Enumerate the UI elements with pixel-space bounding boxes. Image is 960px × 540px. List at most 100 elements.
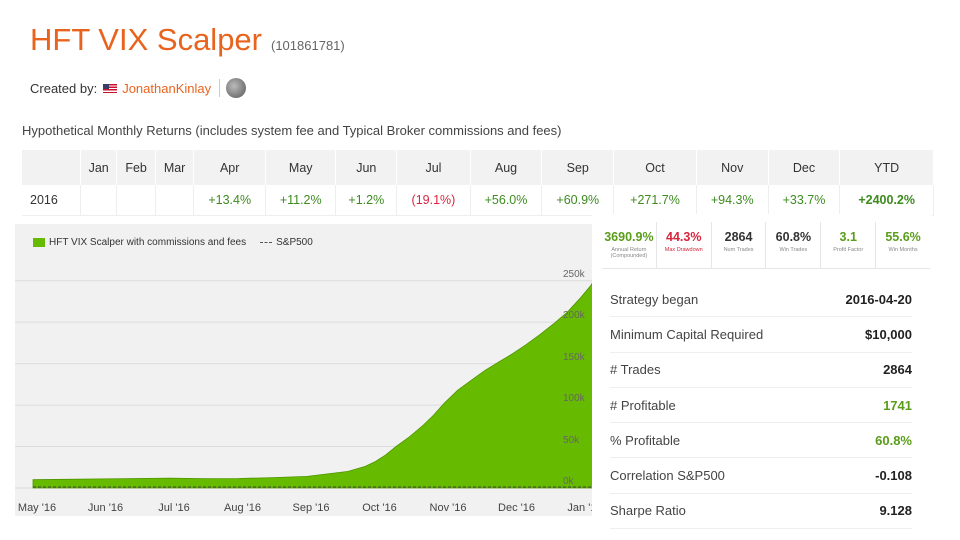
kpi-value: 2864 <box>724 230 753 244</box>
col-header-dec: Dec <box>768 150 841 185</box>
equity-area <box>32 282 592 489</box>
kpi-item: 3690.9% Annual Return (Compounded) <box>602 222 657 268</box>
list-item: % Profitable 60.8% <box>610 423 912 459</box>
stat-value: 1741 <box>883 397 912 413</box>
stat-value: 60.8% <box>875 432 912 448</box>
kpi-row: 3690.9% Annual Return (Compounded) 44.3% Ma… <box>602 222 930 269</box>
y-tick-label: 150k <box>563 351 585 363</box>
return-cell: +11.2% <box>265 185 337 216</box>
col-header-nov: Nov <box>696 150 769 185</box>
stat-key: Minimum Capital Required <box>610 326 764 342</box>
list-item: Strategy began 2016-04-20 <box>610 282 913 318</box>
return-cell <box>116 185 156 216</box>
y-tick-label: 250k <box>563 268 585 280</box>
creator-username-link[interactable]: JonathanKinlay <box>122 80 212 96</box>
kpi-item: 3.1 Profit Factor <box>821 222 877 268</box>
kpi-item: 60.8% Win Trades <box>766 222 822 268</box>
stat-key: # Trades <box>610 362 661 378</box>
return-cell: +33.7% <box>768 185 841 216</box>
col-header-sep: Sep <box>541 150 615 185</box>
stat-value: -0.108 <box>875 468 912 484</box>
stat-value: 9.128 <box>879 503 912 519</box>
kpi-label: Num Trades <box>723 247 754 253</box>
return-cell: +2400.2% <box>839 185 934 216</box>
col-header-may: May <box>265 150 337 185</box>
kpi-value: 3.1 <box>839 230 857 244</box>
equity-chart[interactable]: HFT VIX Scalper with commissions and fee… <box>15 224 592 516</box>
col-header-aug: Aug <box>470 150 543 185</box>
x-tick-label: Jun '16 <box>87 502 124 514</box>
stat-key: # Profitable <box>610 397 676 413</box>
kpi-value: 3690.9% <box>604 230 654 244</box>
x-tick-label: Jul '16 <box>158 502 190 514</box>
kpi-item: 2864 Num Trades <box>712 222 767 268</box>
chart-legend: HFT VIX Scalper with commissions and fee… <box>33 237 313 248</box>
kpi-label: Profit Factor <box>833 247 864 253</box>
col-header-ytd: YTD <box>839 150 934 185</box>
table-row: 2016 +13.4% +11.2% +1.2% (19.1%) +56.0% +60.9%… <box>22 185 934 216</box>
x-axis: May '16 Jun '16 Jul '16 Aug '16 Sep '16 Oct '… <box>15 500 603 520</box>
created-by-label: Created by: <box>30 80 98 96</box>
col-header-year <box>22 150 82 185</box>
row-year: 2016 <box>22 185 82 216</box>
legend-strategy-label[interactable]: HFT VIX Scalper with commissions and fee… <box>49 237 247 248</box>
kpi-label: Win Trades <box>779 247 808 253</box>
col-header-jun: Jun <box>335 150 398 185</box>
x-tick-label: Nov '16 <box>429 502 467 514</box>
return-cell <box>155 185 195 216</box>
kpi-value: 44.3% <box>666 230 702 244</box>
stat-key: Correlation S&P500 <box>610 468 725 484</box>
list-item: Sharpe Ratio 9.128 <box>610 494 912 530</box>
strategy-title: HFT VIX Scalper <box>30 22 263 57</box>
creator-line: Created by: JonathanKinlay <box>30 78 247 98</box>
col-header-mar: Mar <box>155 150 195 185</box>
return-cell: (19.1%) <box>396 185 471 216</box>
kpi-value: 55.6% <box>885 230 921 244</box>
list-item: Correlation S&P500 -0.108 <box>610 458 912 494</box>
col-header-oct: Oct <box>613 150 697 185</box>
return-cell: +60.9% <box>541 185 615 216</box>
col-header-apr: Apr <box>193 150 267 185</box>
kpi-label: Annual Return (Compounded) <box>610 247 648 259</box>
kpi-value: 60.8% <box>775 230 812 244</box>
x-tick-label: Dec '16 <box>498 502 535 514</box>
col-header-feb: Feb <box>116 150 156 185</box>
list-item: # Profitable 1741 <box>610 388 912 424</box>
kpi-label: Win Months <box>888 247 918 253</box>
stats-panel: 3690.9% Annual Return (Compounded) 44.3% Ma… <box>592 214 932 540</box>
return-cell: +94.3% <box>696 185 769 216</box>
divider <box>219 79 221 97</box>
legend-sp500[interactable]: S&P500 <box>260 237 313 248</box>
legend-sp500-label: S&P500 <box>276 237 313 248</box>
legend-dash-icon <box>260 242 273 243</box>
x-tick-label: May '16 <box>17 502 57 514</box>
kpi-label: Max Drawdown <box>664 247 703 253</box>
strategy-id: (101861781) <box>271 38 345 53</box>
legend-swatch-strategy <box>33 238 45 247</box>
avatar[interactable] <box>226 78 247 98</box>
x-tick-label: Sep '16 <box>292 502 330 514</box>
y-tick-label: 200k <box>563 310 585 322</box>
list-item: # Trades 2864 <box>610 353 912 388</box>
x-tick-label: Oct '16 <box>362 502 397 514</box>
stat-value: 2016-04-20 <box>845 291 913 307</box>
return-cell: +56.0% <box>470 185 543 216</box>
y-tick-label: 100k <box>563 393 585 405</box>
return-cell: +13.4% <box>193 185 267 216</box>
list-item: Minimum Capital Required $10,000 <box>610 317 912 353</box>
stat-key: % Profitable <box>610 432 681 448</box>
stat-key: Sharpe Ratio <box>610 503 686 519</box>
equity-chart-svg <box>15 280 592 489</box>
return-cell: +1.2% <box>335 185 398 216</box>
us-flag-icon <box>103 83 118 93</box>
stat-value: $10,000 <box>865 326 912 342</box>
monthly-returns-table: Jan Feb Mar Apr May Jun Jul Aug Sep Oct Nov Dec YTD … <box>22 150 934 216</box>
returns-heading: Hypothetical Monthly Returns (includes s… <box>22 123 562 138</box>
return-cell: +271.7% <box>613 185 697 216</box>
kpi-item: 44.3% Max Drawdown <box>657 222 712 268</box>
stat-value: 2864 <box>883 362 912 378</box>
returns-header-row: Jan Feb Mar Apr May Jun Jul Aug Sep Oct Nov Dec YTD <box>22 150 934 185</box>
stats-list: Strategy began 2016-04-20 Minimum Capital … <box>610 282 913 530</box>
col-header-jul: Jul <box>396 150 471 185</box>
col-header-jan: Jan <box>80 150 118 185</box>
